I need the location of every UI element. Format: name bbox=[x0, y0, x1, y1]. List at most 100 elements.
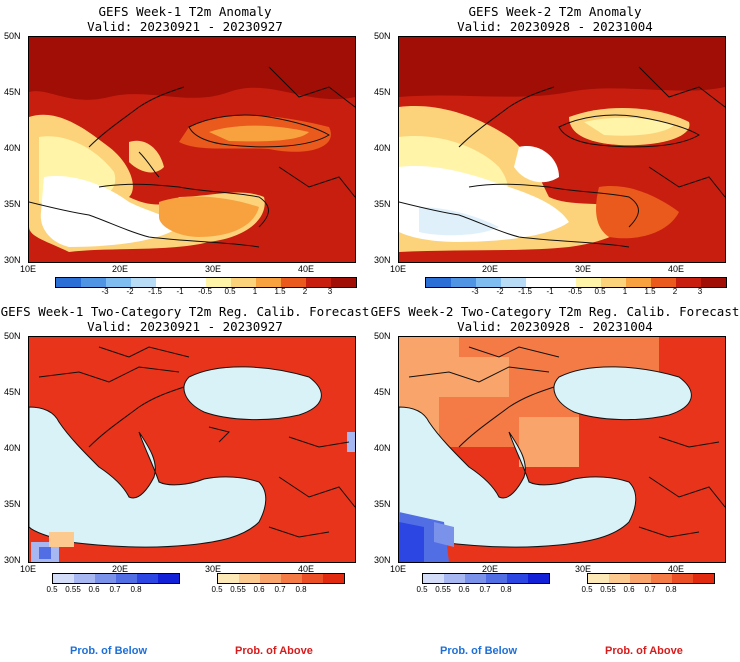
lon-label: 10E bbox=[20, 564, 37, 574]
lat-label: 45N bbox=[4, 87, 21, 97]
lon-label: 30E bbox=[205, 264, 222, 274]
lat-label: 30N bbox=[374, 255, 391, 265]
colorbar-label: -0.5 bbox=[198, 287, 212, 296]
colorbar-swatch bbox=[693, 574, 714, 583]
colorbar-swatch bbox=[156, 278, 181, 287]
colorbar-swatch bbox=[630, 574, 651, 583]
colorbar-swatch bbox=[231, 278, 256, 287]
probability-map bbox=[28, 336, 356, 563]
colorbar-swatch bbox=[551, 278, 576, 287]
lon-label: 20E bbox=[482, 564, 499, 574]
lat-label: 40N bbox=[4, 443, 21, 453]
lat-label: 35N bbox=[4, 499, 21, 509]
colorbar-swatch bbox=[465, 574, 486, 583]
lat-label: 30N bbox=[4, 555, 21, 565]
colorbar-label: 2 bbox=[672, 287, 678, 296]
colorbar-swatch bbox=[676, 278, 701, 287]
lat-label: 30N bbox=[374, 555, 391, 565]
colorbar-swatch bbox=[81, 278, 106, 287]
colorbar-label: 0.6 bbox=[88, 585, 100, 594]
colorbar-label: -0.5 bbox=[568, 287, 582, 296]
anomaly-colorbar bbox=[425, 277, 727, 288]
colorbar-label: 0.55 bbox=[230, 585, 246, 594]
colorbar-swatch bbox=[423, 574, 444, 583]
below-probability-colorbar bbox=[52, 573, 180, 584]
colorbar-swatch bbox=[526, 278, 551, 287]
colorbar-label: 0.8 bbox=[295, 585, 307, 594]
panel-week1-anomaly: GEFS Week-1 T2m Anomaly Valid: 20230921 … bbox=[0, 0, 370, 300]
panel-valid-dates: Valid: 20230921 - 20230927 bbox=[87, 19, 283, 34]
panel-title: GEFS Week-1 T2m Anomaly bbox=[98, 4, 272, 19]
panel-week2-anomaly: GEFS Week-2 T2m Anomaly Valid: 20230928 … bbox=[370, 0, 740, 300]
colorbar-label: 0.6 bbox=[458, 585, 470, 594]
lat-label: 40N bbox=[374, 443, 391, 453]
lon-label: 30E bbox=[575, 264, 592, 274]
lat-label: 30N bbox=[4, 255, 21, 265]
colorbar-label: 0.6 bbox=[253, 585, 265, 594]
colorbar-label: 3 bbox=[697, 287, 703, 296]
lon-label: 10E bbox=[390, 264, 407, 274]
colorbar-label: 0.8 bbox=[500, 585, 512, 594]
colorbar-label: -3 bbox=[101, 287, 109, 296]
lat-label: 50N bbox=[374, 31, 391, 41]
colorbar-swatch bbox=[451, 278, 476, 287]
lon-label: 30E bbox=[205, 564, 222, 574]
colorbar-swatch bbox=[302, 574, 323, 583]
colorbar-swatch bbox=[626, 278, 651, 287]
lon-label: 10E bbox=[390, 564, 407, 574]
colorbar-swatch bbox=[672, 574, 693, 583]
probability-map bbox=[398, 336, 726, 563]
colorbar-swatch bbox=[501, 278, 526, 287]
prob-above-label: Prob. of Above bbox=[235, 645, 313, 657]
colorbar-swatch bbox=[651, 278, 676, 287]
above-probability-colorbar bbox=[217, 573, 345, 584]
colorbar-label: 0.5 bbox=[224, 287, 236, 296]
colorbar-swatch bbox=[158, 574, 179, 583]
colorbar-label: 0.55 bbox=[65, 585, 81, 594]
prob-above-label: Prob. of Above bbox=[605, 645, 683, 657]
lat-label: 35N bbox=[374, 499, 391, 509]
colorbar-label: 0.6 bbox=[623, 585, 635, 594]
panel-week2-probability: GEFS Week-2 Two-Category T2m Reg. Calib.… bbox=[370, 300, 740, 600]
colorbar-swatch bbox=[131, 278, 156, 287]
lon-label: 40E bbox=[298, 564, 315, 574]
colorbar-swatch bbox=[323, 574, 344, 583]
colorbar-swatch bbox=[56, 278, 81, 287]
lon-label: 20E bbox=[112, 264, 129, 274]
lon-label: 30E bbox=[575, 564, 592, 574]
lon-label: 20E bbox=[112, 564, 129, 574]
colorbar-label: 0.5 bbox=[416, 585, 428, 594]
lon-label: 40E bbox=[298, 264, 315, 274]
colorbar-label: 1 bbox=[252, 287, 258, 296]
panel-title: GEFS Week-2 Two-Category T2m Reg. Calib.… bbox=[370, 304, 740, 319]
colorbar-swatch bbox=[206, 278, 231, 287]
colorbar-swatch bbox=[95, 574, 116, 583]
below-probability-colorbar bbox=[422, 573, 550, 584]
colorbar-swatch bbox=[486, 574, 507, 583]
anomaly-map bbox=[398, 36, 726, 263]
colorbar-swatch bbox=[701, 278, 726, 287]
colorbar-swatch bbox=[256, 278, 281, 287]
panel-valid-dates: Valid: 20230928 - 20231004 bbox=[457, 319, 653, 334]
lat-label: 50N bbox=[4, 31, 21, 41]
colorbar-label: 0.55 bbox=[600, 585, 616, 594]
lat-label: 40N bbox=[374, 143, 391, 153]
colorbar-label: -1.5 bbox=[518, 287, 532, 296]
colorbar-label: 1.5 bbox=[274, 287, 286, 296]
colorbar-label: 0.5 bbox=[594, 287, 606, 296]
colorbar-label: 0.55 bbox=[435, 585, 451, 594]
colorbar-swatch bbox=[53, 574, 74, 583]
lat-label: 45N bbox=[374, 387, 391, 397]
above-probability-colorbar bbox=[587, 573, 715, 584]
lat-label: 50N bbox=[4, 331, 21, 341]
colorbar-swatch bbox=[426, 278, 451, 287]
colorbar-swatch bbox=[651, 574, 672, 583]
lat-label: 40N bbox=[4, 143, 21, 153]
colorbar-swatch bbox=[576, 278, 601, 287]
colorbar-label: 0.7 bbox=[644, 585, 656, 594]
anomaly-colorbar bbox=[55, 277, 357, 288]
colorbar-swatch bbox=[281, 574, 302, 583]
colorbar-swatch bbox=[260, 574, 281, 583]
colorbar-label: 0.8 bbox=[665, 585, 677, 594]
anomaly-map bbox=[28, 36, 356, 263]
